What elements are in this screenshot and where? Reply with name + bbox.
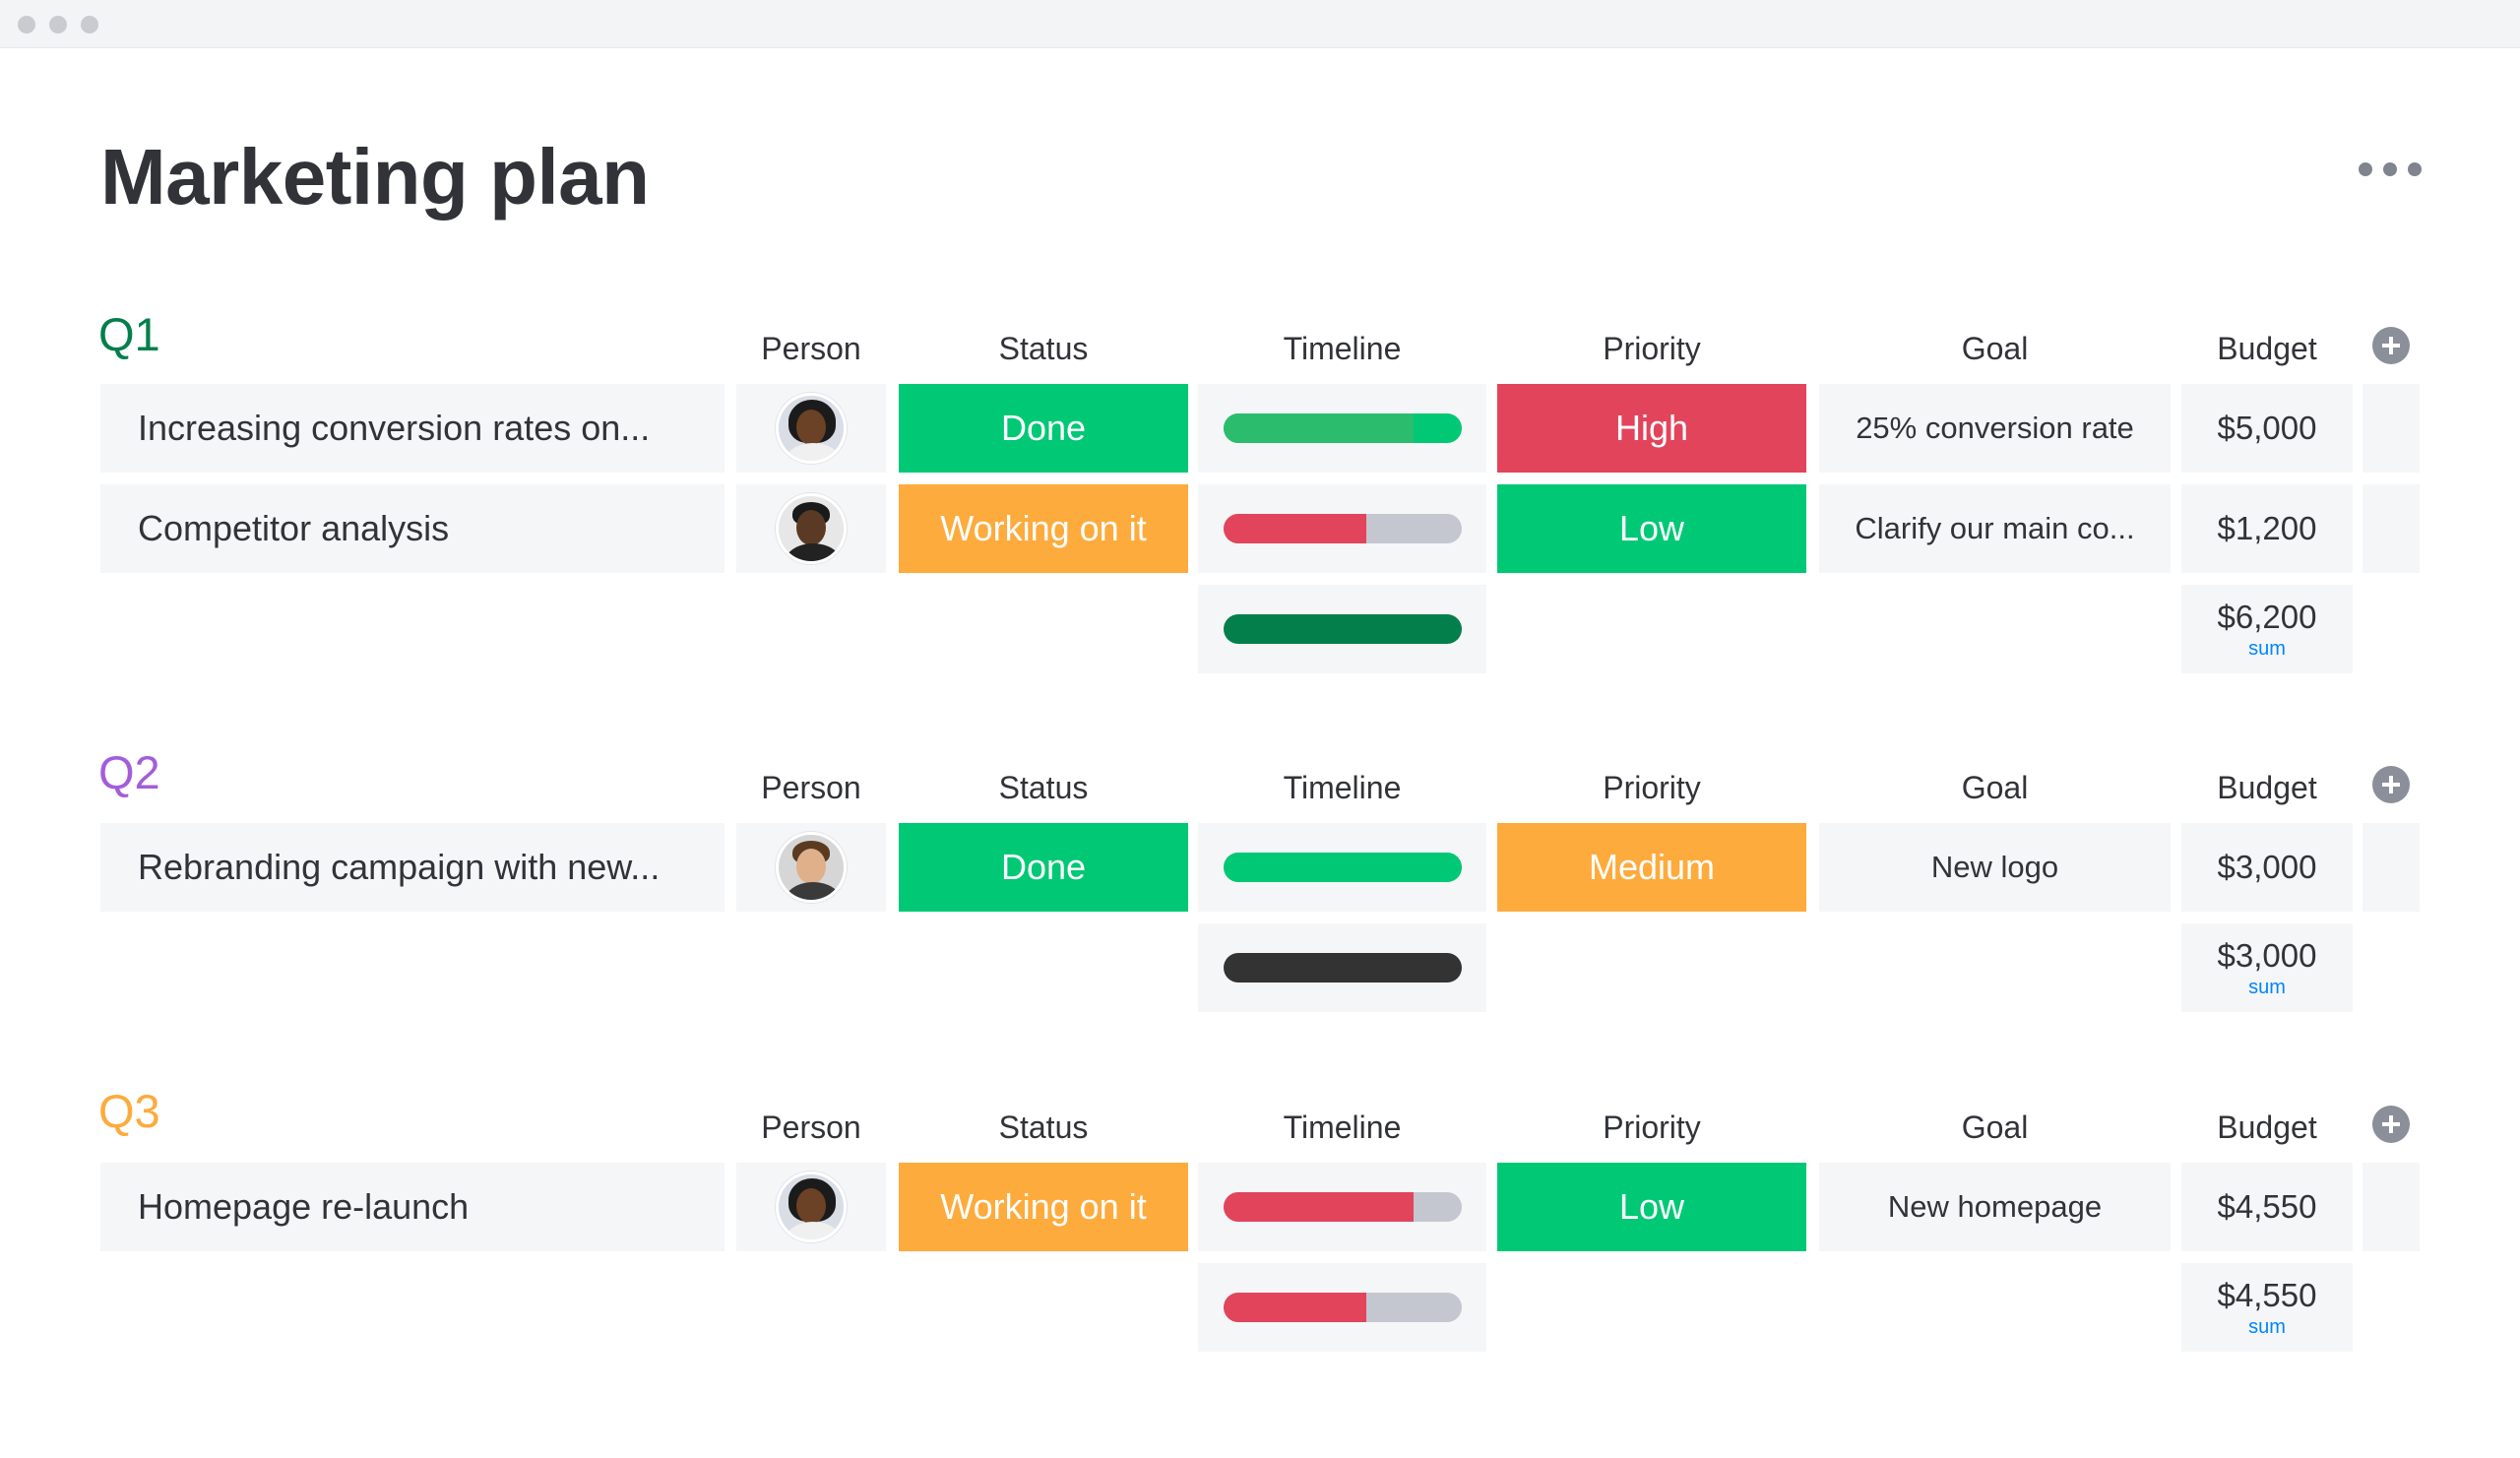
empty-cell — [2362, 823, 2420, 912]
timeline-summary-cell — [1198, 1263, 1486, 1352]
item-name-cell[interactable]: Rebranding campaign with new... — [100, 823, 724, 912]
avatar — [776, 493, 847, 564]
column-header-goal[interactable]: Goal — [1961, 1109, 2029, 1145]
item-name-cell[interactable]: Homepage re-launch — [100, 1163, 724, 1251]
timeline-cell[interactable] — [1198, 484, 1486, 573]
status-cell-working[interactable]: Working on it — [899, 484, 1188, 573]
more-dot — [2359, 162, 2372, 176]
timeline-fill — [1223, 853, 1462, 882]
person-cell[interactable] — [736, 1163, 886, 1251]
goal-cell[interactable]: New logo — [1819, 823, 2171, 912]
column-header-status[interactable]: Status — [998, 1109, 1089, 1145]
column-header-person[interactable]: Person — [761, 1109, 861, 1145]
goal-cell[interactable]: Clarify our main co... — [1819, 484, 2171, 573]
timeline-fill — [1223, 413, 1415, 443]
budget-sum-cell: $4,550 sum — [2181, 1263, 2353, 1352]
empty-cell — [2362, 384, 2420, 473]
more-dot — [2408, 162, 2422, 176]
budget-sum-label: sum — [2248, 976, 2286, 998]
item-name-cell[interactable]: Increasing conversion rates on... — [100, 384, 724, 473]
timeline-summary-cell — [1198, 585, 1486, 673]
avatar — [776, 832, 847, 903]
timeline-summary-bar — [1223, 1293, 1462, 1322]
status-cell-working[interactable]: Working on it — [899, 1163, 1188, 1251]
budget-cell[interactable]: $3,000 — [2181, 823, 2353, 912]
budget-sum-value: $4,550 — [2217, 1276, 2317, 1313]
priority-cell-high[interactable]: High — [1497, 384, 1806, 473]
timeline-fill — [1223, 514, 1366, 543]
group-title-q1[interactable]: Q1 — [98, 308, 160, 360]
column-header-person[interactable]: Person — [761, 331, 861, 366]
column-header-status[interactable]: Status — [998, 331, 1089, 366]
column-header-timeline[interactable]: Timeline — [1283, 770, 1402, 805]
item-name-cell[interactable]: Competitor analysis — [100, 484, 724, 573]
timeline-cell[interactable] — [1198, 1163, 1486, 1251]
timeline-fill — [1223, 1192, 1415, 1222]
budget-sum-label: sum — [2248, 1315, 2286, 1338]
group-title-q2[interactable]: Q2 — [98, 746, 160, 798]
budget-sum-label: sum — [2248, 637, 2286, 660]
timeline-bar — [1223, 853, 1462, 882]
column-header-goal[interactable]: Goal — [1961, 770, 2029, 805]
status-cell-done[interactable]: Done — [899, 823, 1188, 912]
page-title: Marketing plan — [100, 133, 650, 221]
empty-cell — [2362, 1163, 2420, 1251]
timeline-summary-cell — [1198, 923, 1486, 1012]
column-header-timeline[interactable]: Timeline — [1283, 1109, 1402, 1145]
budget-cell[interactable]: $5,000 — [2181, 384, 2353, 473]
column-header-budget[interactable]: Budget — [2217, 1109, 2317, 1145]
timeline-cell[interactable] — [1198, 384, 1486, 473]
timeline-summary-bar — [1223, 953, 1462, 983]
column-header-priority[interactable]: Priority — [1603, 1109, 1701, 1145]
add-column-icon[interactable] — [2372, 327, 2410, 364]
column-header-priority[interactable]: Priority — [1603, 331, 1701, 366]
add-column-icon[interactable] — [2372, 1106, 2410, 1143]
budget-sum-value: $3,000 — [2217, 936, 2317, 974]
timeline-bar — [1223, 1192, 1462, 1222]
more-horizontal-icon[interactable] — [2359, 158, 2422, 181]
window-maximize-dot[interactable] — [81, 16, 98, 33]
group-title-q3[interactable]: Q3 — [98, 1085, 160, 1137]
person-cell[interactable] — [736, 823, 886, 912]
column-header-timeline[interactable]: Timeline — [1283, 331, 1402, 366]
timeline-summary-bar — [1223, 614, 1462, 644]
column-header-goal[interactable]: Goal — [1961, 331, 2029, 366]
timeline-bar — [1223, 514, 1462, 543]
column-header-person[interactable]: Person — [761, 770, 861, 805]
avatar — [776, 1172, 847, 1242]
timeline-fill — [1223, 1293, 1366, 1322]
status-cell-done[interactable]: Done — [899, 384, 1188, 473]
timeline-cell[interactable] — [1198, 823, 1486, 912]
more-dot — [2383, 162, 2397, 176]
column-header-budget[interactable]: Budget — [2217, 770, 2317, 805]
column-header-status[interactable]: Status — [998, 770, 1089, 805]
column-header-priority[interactable]: Priority — [1603, 770, 1701, 805]
window-minimize-dot[interactable] — [49, 16, 67, 33]
add-column-icon[interactable] — [2372, 766, 2410, 803]
priority-cell-low[interactable]: Low — [1497, 484, 1806, 573]
priority-cell-low[interactable]: Low — [1497, 1163, 1806, 1251]
window-titlebar — [0, 0, 2520, 48]
person-cell[interactable] — [736, 484, 886, 573]
goal-cell[interactable]: New homepage — [1819, 1163, 2171, 1251]
timeline-bar — [1223, 413, 1462, 443]
priority-cell-medium[interactable]: Medium — [1497, 823, 1806, 912]
empty-cell — [2362, 484, 2420, 573]
avatar — [776, 393, 847, 464]
column-header-budget[interactable]: Budget — [2217, 331, 2317, 366]
window-close-dot[interactable] — [18, 16, 35, 33]
budget-cell[interactable]: $1,200 — [2181, 484, 2353, 573]
budget-sum-cell: $3,000 sum — [2181, 923, 2353, 1012]
budget-cell[interactable]: $4,550 — [2181, 1163, 2353, 1251]
person-cell[interactable] — [736, 384, 886, 473]
budget-sum-value: $6,200 — [2217, 598, 2317, 635]
budget-sum-cell: $6,200 sum — [2181, 585, 2353, 673]
goal-cell[interactable]: 25% conversion rate — [1819, 384, 2171, 473]
